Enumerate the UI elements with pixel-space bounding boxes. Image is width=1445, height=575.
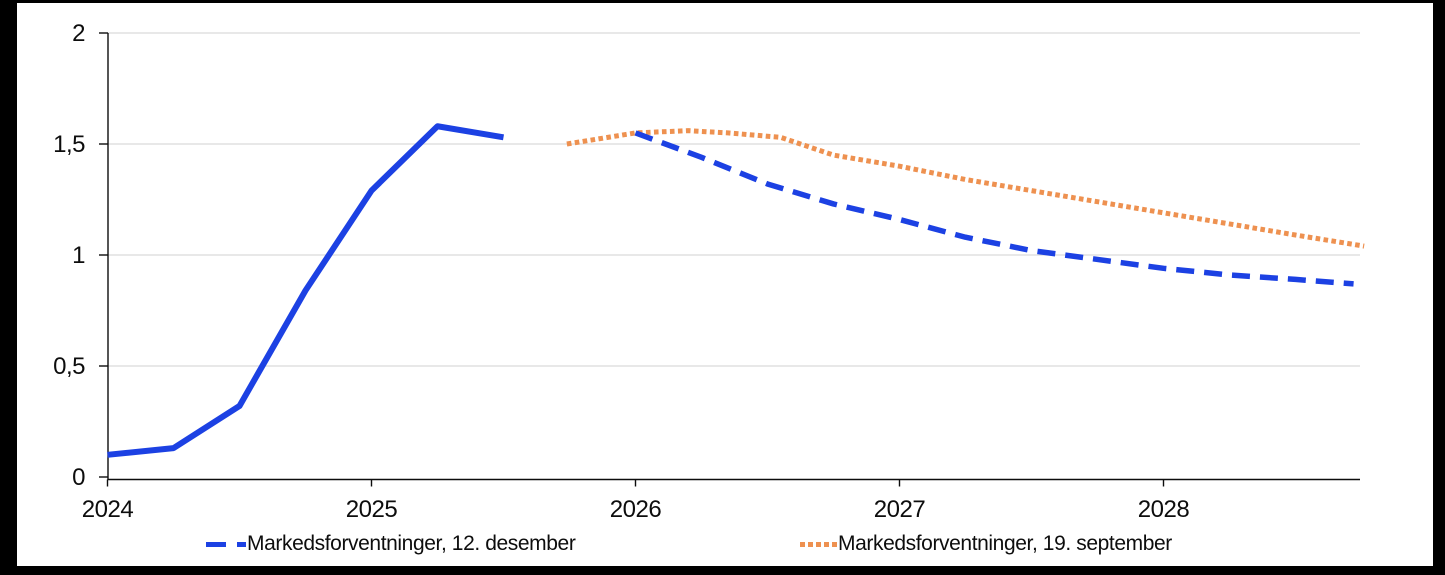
frame-bottom-bar	[0, 566, 1445, 575]
y-axis-label: 1,5	[53, 131, 85, 158]
x-axis-label: 2026	[610, 496, 662, 523]
x-axis-label: 2028	[1138, 496, 1190, 523]
legend-swatch-dotted-icon	[800, 541, 837, 547]
legend-label-september: Markedsforventninger, 19. september	[838, 532, 1172, 555]
chart-legend: Markedsforventninger, 12. desember Marke…	[0, 531, 1445, 557]
y-axis-label: 1	[72, 242, 85, 269]
x-axis-label: 2027	[874, 496, 926, 523]
legend-item-september: Markedsforventninger, 19. september	[800, 531, 1172, 557]
series-line-0	[634, 130, 1354, 287]
y-axis-label: 0,5	[53, 353, 85, 380]
legend-item-desember: Markedsforventninger, 12. desember	[206, 531, 576, 557]
x-axis-label: 2025	[346, 496, 398, 523]
series-line-1	[566, 128, 1365, 249]
y-axis-label: 0	[72, 464, 85, 491]
frame-left-bar	[0, 0, 17, 575]
legend-label-desember: Markedsforventninger, 12. desember	[247, 532, 576, 555]
legend-swatch-dashed-icon	[206, 541, 246, 547]
series-line-0	[107, 123, 504, 458]
frame-right-bar	[1433, 0, 1445, 575]
y-axis-label: 2	[72, 20, 85, 47]
frame-top-bar	[0, 0, 1445, 3]
x-axis-label: 2024	[82, 496, 134, 523]
